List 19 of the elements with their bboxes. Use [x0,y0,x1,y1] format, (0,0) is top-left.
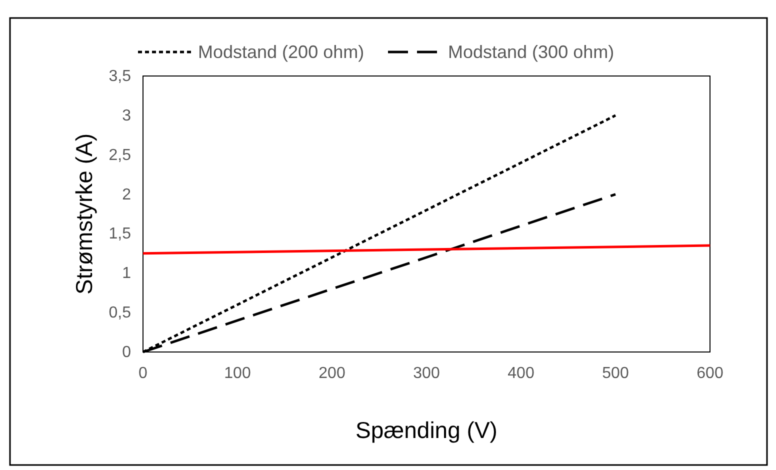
x-axis-title: Spænding (V) [356,417,498,443]
y-tick-label: 2,5 [108,146,132,164]
y-axis-title: Strømstyrke (A) [71,134,97,294]
x-tick-label: 400 [508,365,534,382]
x-tick-label: 500 [602,365,629,382]
y-tick-label: 3,5 [108,68,132,85]
y-tick-label: 1,5 [108,226,132,243]
legend-label: Modstand (200 ohm) [198,42,364,62]
y-tick-label: 2 [122,186,132,204]
x-tick-label: 0 [138,365,148,382]
y-tick-label: 3 [122,107,132,124]
legend-label: Modstand (300 ohm) [448,42,614,62]
x-tick-label: 100 [224,365,251,382]
y-tick-label: 0,5 [108,304,132,322]
x-tick-label: 600 [696,365,724,382]
x-tick-label: 200 [318,365,346,382]
y-tick-label: 1 [122,265,132,282]
y-tick-label: 0 [122,344,132,361]
x-tick-label: 300 [413,365,440,382]
